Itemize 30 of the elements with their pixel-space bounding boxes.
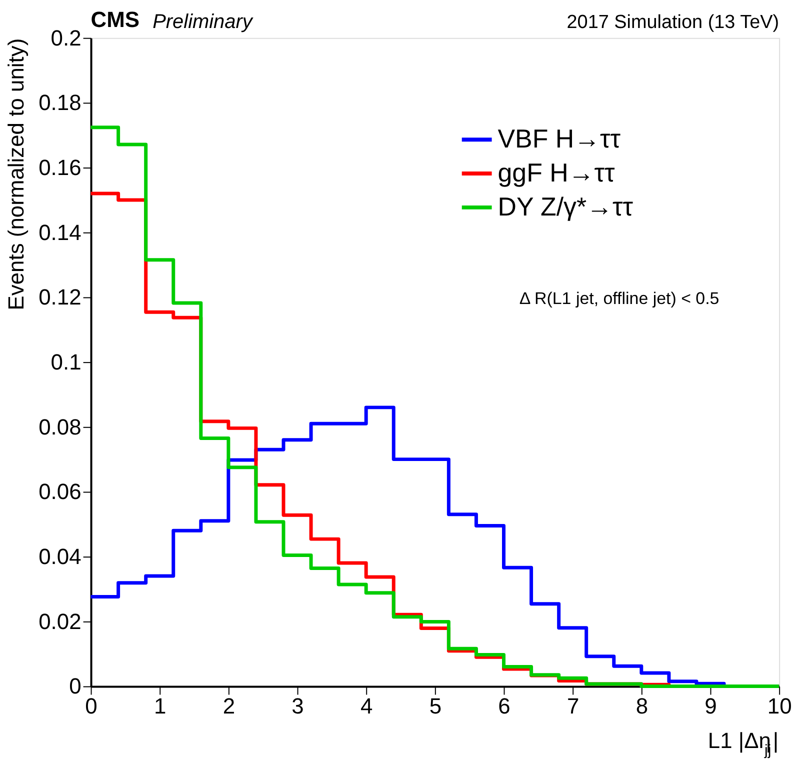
y-tick-label: 0.06	[38, 479, 82, 504]
y-tick-label: 0.16	[38, 155, 82, 180]
y-tick-label: 0.04	[38, 544, 82, 570]
x-tick-label: 0	[85, 694, 98, 719]
y-tick-label: 0.02	[38, 608, 82, 634]
x-tick-label: 1	[154, 694, 166, 719]
y-tick-label: 0.1	[50, 350, 82, 375]
y-axis-title: Events (normalized to unity)	[4, 38, 29, 310]
legend-label: VBF H→ττ	[498, 126, 622, 154]
text: 2017 Simulation (13 TeV)	[566, 12, 780, 33]
x-tick-label: 3	[292, 694, 304, 719]
x-tick-label: 5	[429, 694, 442, 719]
annotation: Δ R(L1 jet, offline jet) < 0.5	[519, 289, 720, 308]
y-tick-label: 0.08	[38, 414, 82, 440]
x-tick-label: 2	[222, 694, 236, 719]
x-tick-label: 10	[767, 694, 792, 719]
x-tick-label: 8	[636, 694, 648, 719]
x-tick-label: 6	[498, 694, 510, 719]
chart-subtitle: Preliminary	[152, 10, 254, 33]
y-tick-label: 0	[69, 674, 82, 699]
x-tick-label: 9	[704, 694, 717, 719]
x-tick-label: 4	[360, 694, 373, 719]
y-tick-label: 0.18	[38, 90, 82, 116]
y-tick-label: 0.14	[38, 220, 82, 245]
chart-title: CMS	[90, 6, 140, 32]
y-tick-label: 0.2	[50, 25, 82, 50]
legend-label: ggF H→ττ	[498, 159, 616, 188]
x-tick-label: 7	[566, 694, 580, 719]
y-tick-label: 0.12	[38, 284, 82, 310]
legend-label: DY Z/γ*→ττ	[498, 193, 634, 222]
